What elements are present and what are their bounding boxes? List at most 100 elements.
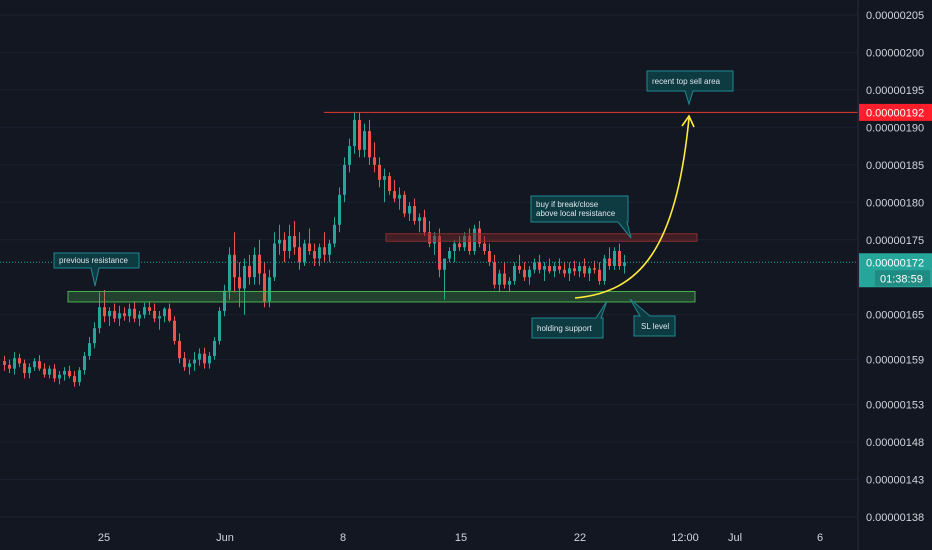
candle[interactable]	[98, 292, 101, 334]
candle[interactable]	[503, 262, 506, 289]
candle[interactable]	[458, 236, 461, 252]
candle[interactable]	[128, 303, 131, 323]
candle[interactable]	[438, 228, 441, 278]
callout-sl-level[interactable]: SL level	[629, 298, 676, 337]
candle[interactable]	[28, 363, 31, 379]
candle[interactable]	[388, 172, 391, 195]
candle[interactable]	[473, 224, 476, 255]
callout-holding-support[interactable]: holding support	[531, 300, 608, 339]
candle[interactable]	[148, 301, 151, 315]
candle[interactable]	[218, 307, 221, 345]
callout-previous-resistance[interactable]: previous resistance	[53, 252, 140, 287]
candle[interactable]	[453, 239, 456, 263]
candle[interactable]	[328, 239, 331, 263]
candle[interactable]	[393, 179, 396, 203]
candle[interactable]	[243, 258, 246, 315]
candle[interactable]	[623, 254, 626, 274]
callout-recent-top[interactable]: recent top sell area	[646, 70, 734, 106]
candle[interactable]	[408, 202, 411, 222]
projection-arrow[interactable]	[574, 117, 690, 299]
candle[interactable]	[553, 262, 556, 278]
candle[interactable]	[198, 348, 201, 366]
candle[interactable]	[618, 243, 621, 270]
candle[interactable]	[398, 187, 401, 210]
candle[interactable]	[193, 352, 196, 371]
support-zone[interactable]	[67, 290, 696, 303]
candle[interactable]	[368, 119, 371, 165]
candle[interactable]	[573, 260, 576, 276]
candle[interactable]	[423, 209, 426, 237]
candle[interactable]	[238, 262, 241, 308]
candle[interactable]	[343, 157, 346, 203]
candle[interactable]	[348, 138, 351, 173]
candles[interactable]	[3, 112, 626, 387]
candle[interactable]	[18, 353, 21, 368]
candle[interactable]	[8, 359, 11, 374]
candle[interactable]	[483, 236, 486, 255]
candle[interactable]	[138, 310, 141, 326]
candle[interactable]	[83, 352, 86, 375]
candle[interactable]	[513, 262, 516, 285]
candle[interactable]	[528, 266, 531, 285]
candle[interactable]	[63, 367, 66, 381]
candle[interactable]	[588, 266, 591, 281]
candle[interactable]	[373, 142, 376, 173]
candle[interactable]	[133, 301, 136, 323]
candle[interactable]	[38, 355, 41, 371]
candle[interactable]	[158, 310, 161, 330]
candle[interactable]	[23, 359, 26, 379]
candle[interactable]	[208, 352, 211, 369]
candle[interactable]	[248, 254, 251, 285]
candle[interactable]	[318, 243, 321, 266]
candle[interactable]	[363, 123, 366, 158]
candle[interactable]	[603, 254, 606, 285]
candle[interactable]	[323, 232, 326, 263]
candle[interactable]	[13, 352, 16, 375]
candle[interactable]	[118, 305, 121, 326]
candle[interactable]	[448, 247, 451, 263]
candle[interactable]	[33, 358, 36, 371]
candle[interactable]	[523, 262, 526, 281]
candle[interactable]	[338, 187, 341, 233]
candle[interactable]	[263, 262, 266, 308]
candle[interactable]	[153, 303, 156, 323]
candle[interactable]	[593, 260, 596, 274]
candle[interactable]	[293, 221, 296, 255]
candle[interactable]	[543, 262, 546, 281]
candle[interactable]	[358, 112, 361, 158]
candle[interactable]	[333, 217, 336, 248]
candle[interactable]	[68, 365, 71, 379]
candle[interactable]	[278, 224, 281, 255]
candle[interactable]	[268, 269, 271, 308]
candle[interactable]	[413, 198, 416, 225]
candle[interactable]	[58, 370, 61, 385]
candle[interactable]	[123, 307, 126, 321]
candle[interactable]	[78, 367, 81, 386]
candle[interactable]	[353, 112, 356, 154]
candle[interactable]	[258, 239, 261, 285]
candle[interactable]	[288, 224, 291, 259]
candle[interactable]	[378, 157, 381, 188]
candle[interactable]	[568, 262, 571, 281]
candle[interactable]	[173, 316, 176, 345]
candle[interactable]	[43, 363, 46, 378]
candle[interactable]	[383, 168, 386, 203]
candle[interactable]	[298, 232, 301, 270]
candle[interactable]	[493, 254, 496, 289]
candle[interactable]	[313, 243, 316, 266]
candle[interactable]	[88, 337, 91, 360]
candle[interactable]	[558, 258, 561, 274]
candle[interactable]	[403, 191, 406, 218]
candle[interactable]	[48, 365, 51, 379]
local-resistance-zone[interactable]	[385, 233, 698, 242]
candle[interactable]	[103, 289, 106, 323]
candle[interactable]	[93, 322, 96, 349]
candle[interactable]	[253, 247, 256, 285]
candle[interactable]	[163, 307, 166, 323]
candle[interactable]	[143, 302, 146, 319]
candle[interactable]	[598, 262, 601, 285]
candle[interactable]	[498, 269, 501, 293]
candle[interactable]	[203, 347, 206, 369]
candle[interactable]	[518, 254, 521, 274]
